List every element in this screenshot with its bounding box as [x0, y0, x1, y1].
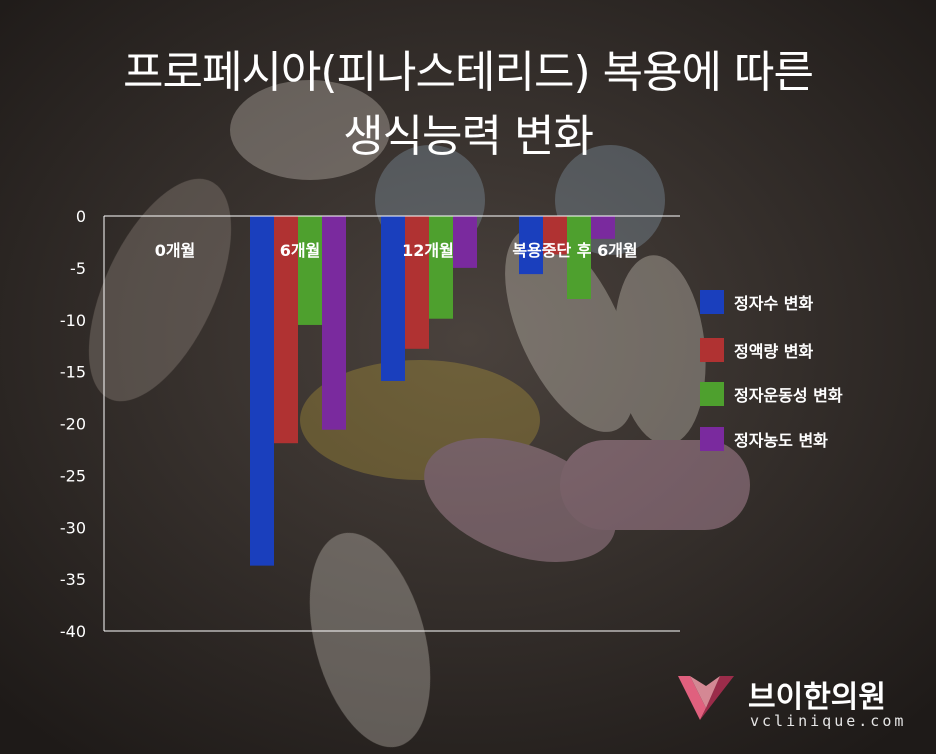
- legend-label-sperm-concentration: 정자농도 변화: [734, 431, 828, 450]
- y-tick-label-1: 0: [76, 207, 86, 226]
- y-tick-label-3: -10: [60, 311, 86, 330]
- clinic-name: 브이한의원: [748, 680, 886, 715]
- legend-item-sperm-concentration: 정자농도 변화: [700, 426, 828, 452]
- clinic-logo[interactable]: 브이한의원 vclinique.com: [676, 672, 906, 736]
- legend-label-sperm-count: 정자수 변화: [734, 294, 814, 313]
- bar-s3-c2: [298, 216, 322, 325]
- legend-label-semen-volume: 정액량 변화: [734, 342, 814, 361]
- y-tick-label-6: -25: [60, 466, 86, 485]
- category-label-3: 12개월: [402, 241, 454, 260]
- bar-s1-c4: [519, 216, 543, 275]
- category-label-4: 복용중단 후 6개월: [512, 241, 637, 260]
- legend-swatch-sperm-concentration: [700, 427, 724, 451]
- bar-s4-c3: [453, 216, 477, 268]
- bar-s1-c2: [250, 216, 274, 566]
- y-tick-label-7: -30: [60, 518, 86, 537]
- legend-swatch-sperm-count: [700, 290, 724, 314]
- chart-title-line-1: 프로페시아(피나스테리드) 복용에 따른: [123, 47, 814, 98]
- y-tick-label-8: -35: [60, 570, 86, 589]
- legend-item-semen-volume: 정액량 변화: [700, 337, 813, 363]
- legend-label-sperm-motility: 정자운동성 변화: [734, 386, 843, 405]
- category-label-2: 6개월: [280, 241, 321, 260]
- category-label-1: 0개월: [155, 241, 196, 260]
- clinic-url[interactable]: vclinique.com: [750, 712, 907, 730]
- bar-s1-c3: [381, 216, 405, 381]
- legend-item-sperm-motility: 정자운동성 변화: [700, 381, 843, 407]
- bar-s3-c4: [567, 216, 591, 299]
- bar-s2-c4: [543, 216, 567, 255]
- bar-s2-c2: [274, 216, 298, 444]
- y-tick-label-4: -15: [60, 363, 86, 382]
- v-logo-icon: [678, 676, 734, 720]
- legend-item-sperm-count: 정자수 변화: [700, 289, 813, 315]
- legend-swatch-semen-volume: [700, 338, 724, 362]
- bar-s2-c3: [405, 216, 429, 349]
- chart-title-line-2: 생식능력 변화: [343, 111, 594, 162]
- legend-swatch-sperm-motility: [700, 382, 724, 406]
- y-tick-label-5: -20: [60, 415, 86, 434]
- y-tick-label-2: -5: [70, 259, 86, 278]
- bar-s4-c4: [591, 216, 615, 239]
- y-tick-label-9: -40: [60, 622, 86, 641]
- bar-s3-c3: [429, 216, 453, 319]
- bar-s4-c2: [322, 216, 346, 430]
